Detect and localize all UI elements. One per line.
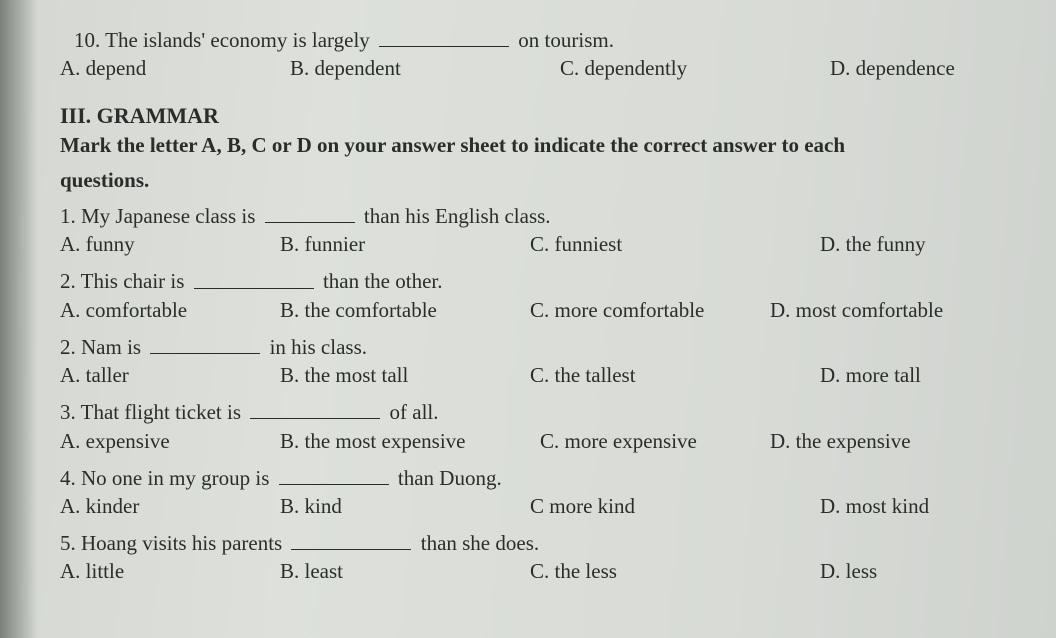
q5-tail: than she does.	[421, 531, 539, 555]
q5-blank	[291, 527, 411, 550]
q10-blank	[379, 24, 509, 47]
q4-option-d[interactable]: D. most kind	[820, 494, 929, 519]
q2-option-c[interactable]: C. more comfortable	[530, 298, 760, 323]
q2-tail: than the other.	[323, 270, 443, 294]
q1-option-d[interactable]: D. the funny	[820, 232, 926, 257]
q5-option-a[interactable]: A. little	[60, 559, 270, 584]
q4-tail: than Duong.	[398, 466, 502, 490]
section-title: III. GRAMMAR	[60, 103, 1038, 129]
q1-options: A. funny B. funnier C. funniest D. the f…	[60, 232, 1038, 257]
q10-option-d[interactable]: D. dependence	[830, 56, 955, 81]
q10-lead: 10. The islands' economy is largely	[74, 28, 370, 52]
q1-option-a[interactable]: A. funny	[60, 232, 270, 257]
q2b-options: A. taller B. the most tall C. the talles…	[60, 363, 1038, 388]
q2b-option-c[interactable]: C. the tallest	[530, 363, 810, 388]
q3-blank	[250, 396, 380, 419]
q4-option-c[interactable]: C more kind	[530, 494, 810, 519]
question-1: 1. My Japanese class is than his English…	[60, 200, 1038, 230]
q2b-option-d[interactable]: D. more tall	[820, 363, 921, 388]
q5-option-c[interactable]: C. the less	[530, 559, 810, 584]
q5-option-d[interactable]: D. less	[820, 559, 877, 584]
q4-option-a[interactable]: A. kinder	[60, 494, 270, 519]
q3-option-d[interactable]: D. the expensive	[770, 429, 911, 454]
q2-blank	[194, 265, 314, 288]
q10-tail: on tourism.	[518, 28, 614, 52]
q4-options: A. kinder B. kind C more kind D. most ki…	[60, 494, 1038, 519]
q2-option-b[interactable]: B. the comfortable	[280, 298, 520, 323]
section-instructions-line2: questions.	[60, 166, 1038, 194]
q5-lead: 5. Hoang visits his parents	[60, 531, 282, 555]
q3-option-b[interactable]: B. the most expensive	[280, 429, 530, 454]
worksheet-page: 10. The islands' economy is largely on t…	[0, 0, 1056, 638]
question-2: 2. This chair is than the other.	[60, 265, 1038, 295]
question-3: 3. That flight ticket is of all.	[60, 396, 1038, 426]
q3-lead: 3. That flight ticket is	[60, 400, 241, 424]
q2-option-a[interactable]: A. comfortable	[60, 298, 270, 323]
q5-option-b[interactable]: B. least	[280, 559, 520, 584]
q1-lead: 1. My Japanese class is	[60, 204, 255, 228]
q1-tail: than his English class.	[364, 204, 551, 228]
q4-blank	[279, 462, 389, 485]
q10-option-b[interactable]: B. dependent	[290, 56, 550, 81]
question-2b: 2. Nam is in his class.	[60, 331, 1038, 361]
q3-option-c[interactable]: C. more expensive	[540, 429, 760, 454]
q5-options: A. little B. least C. the less D. less	[60, 559, 1038, 584]
q2b-lead: 2. Nam is	[60, 335, 141, 359]
q10-option-c[interactable]: C. dependently	[560, 56, 820, 81]
q2-option-d[interactable]: D. most comfortable	[770, 298, 943, 323]
q2-lead: 2. This chair is	[60, 270, 184, 294]
q1-option-b[interactable]: B. funnier	[280, 232, 520, 257]
section-instructions-line1: Mark the letter A, B, C or D on your ans…	[60, 131, 1038, 159]
question-10: 10. The islands' economy is largely on t…	[74, 24, 1038, 54]
question-5: 5. Hoang visits his parents than she doe…	[60, 527, 1038, 557]
q1-option-c[interactable]: C. funniest	[530, 232, 810, 257]
q2b-option-b[interactable]: B. the most tall	[280, 363, 520, 388]
q2b-blank	[150, 331, 260, 354]
q3-options: A. expensive B. the most expensive C. mo…	[60, 429, 1038, 454]
q3-tail: of all.	[390, 400, 439, 424]
q1-blank	[265, 200, 355, 223]
q10-options: A. depend B. dependent C. dependently D.…	[60, 56, 1038, 81]
q2b-option-a[interactable]: A. taller	[60, 363, 270, 388]
q4-lead: 4. No one in my group is	[60, 466, 269, 490]
q3-option-a[interactable]: A. expensive	[60, 429, 270, 454]
q2-options: A. comfortable B. the comfortable C. mor…	[60, 298, 1038, 323]
q2b-tail: in his class.	[270, 335, 367, 359]
q4-option-b[interactable]: B. kind	[280, 494, 520, 519]
question-4: 4. No one in my group is than Duong.	[60, 462, 1038, 492]
q10-option-a[interactable]: A. depend	[60, 56, 280, 81]
